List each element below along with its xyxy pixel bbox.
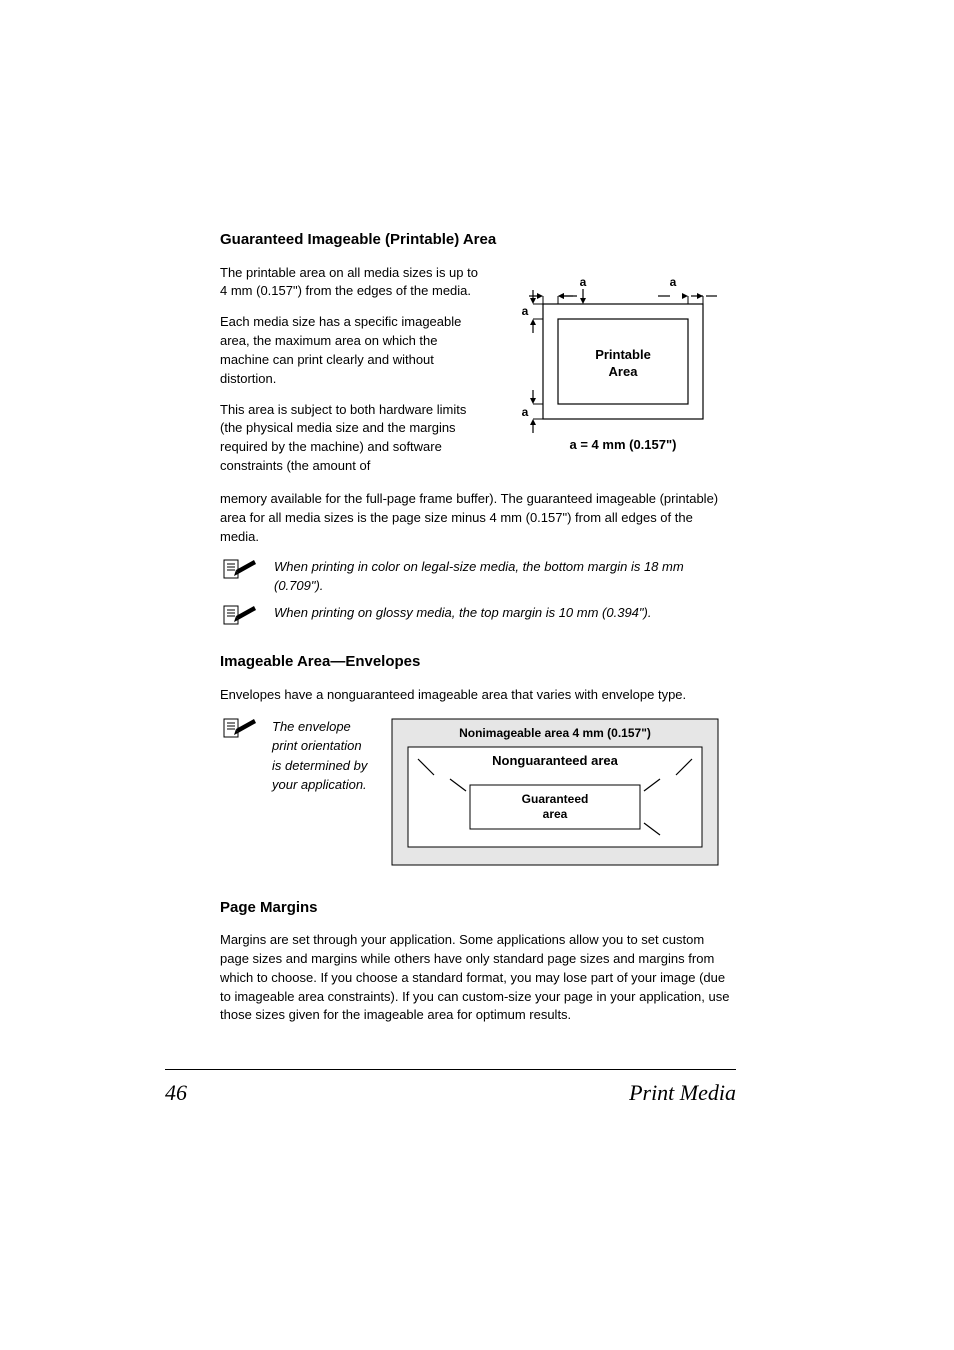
svg-text:a: a xyxy=(670,275,677,289)
envelope-section: The envelope print orientation is determ… xyxy=(220,717,734,872)
svg-text:Nonimageable area 4 mm (0.157": Nonimageable area 4 mm (0.157") xyxy=(459,726,651,740)
envelope-diagram-svg: Nonimageable area 4 mm (0.157") Nonguara… xyxy=(390,717,720,867)
envelope-note-col: The envelope print orientation is determ… xyxy=(220,717,370,872)
svg-text:a = 4 mm (0.157"): a = 4 mm (0.157") xyxy=(570,437,677,452)
page-number: 46 xyxy=(165,1080,187,1106)
svg-text:Printable: Printable xyxy=(595,347,651,362)
heading-page-margins: Page Margins xyxy=(220,898,734,918)
svg-text:a: a xyxy=(522,405,529,419)
svg-text:area: area xyxy=(543,807,568,821)
paragraph: The printable area on all media sizes is… xyxy=(220,264,482,302)
paragraph: Envelopes have a nonguaranteed imageable… xyxy=(220,686,734,705)
note-text: When printing in color on legal-size med… xyxy=(274,558,734,596)
note-icon xyxy=(220,717,260,739)
svg-text:Nonguaranteed area: Nonguaranteed area xyxy=(492,753,618,768)
note-text: When printing on glossy media, the top m… xyxy=(274,604,651,623)
svg-text:Area: Area xyxy=(609,364,639,379)
diagram-printable-area: a xyxy=(502,264,734,476)
svg-text:Guaranteed: Guaranteed xyxy=(522,792,589,806)
text-column-left: The printable area on all media sizes is… xyxy=(220,264,482,476)
footer-section-title: Print Media xyxy=(629,1080,736,1106)
note-icon xyxy=(220,604,260,626)
heading-guaranteed-imageable: Guaranteed Imageable (Printable) Area xyxy=(220,230,734,250)
footer-rule xyxy=(165,1069,736,1070)
note-text: The envelope print orientation is determ… xyxy=(272,717,370,795)
paragraph: Each media size has a specific imageable… xyxy=(220,313,482,388)
note-row: When printing in color on legal-size med… xyxy=(220,558,734,596)
heading-imageable-envelopes: Imageable Area—Envelopes xyxy=(220,652,734,672)
paragraph: This area is subject to both hardware li… xyxy=(220,401,482,476)
printable-area-diagram-svg: a xyxy=(503,264,733,459)
note-icon xyxy=(220,558,260,580)
svg-text:a: a xyxy=(580,275,587,289)
paragraph: Margins are set through your application… xyxy=(220,931,734,1025)
page: Guaranteed Imageable (Printable) Area Th… xyxy=(0,0,954,1350)
envelope-diagram: Nonimageable area 4 mm (0.157") Nonguara… xyxy=(390,717,734,872)
paragraph: memory available for the full-page frame… xyxy=(220,490,734,547)
section-printable-area: The printable area on all media sizes is… xyxy=(220,264,734,476)
svg-text:a: a xyxy=(522,304,529,318)
note-row: When printing on glossy media, the top m… xyxy=(220,604,734,626)
